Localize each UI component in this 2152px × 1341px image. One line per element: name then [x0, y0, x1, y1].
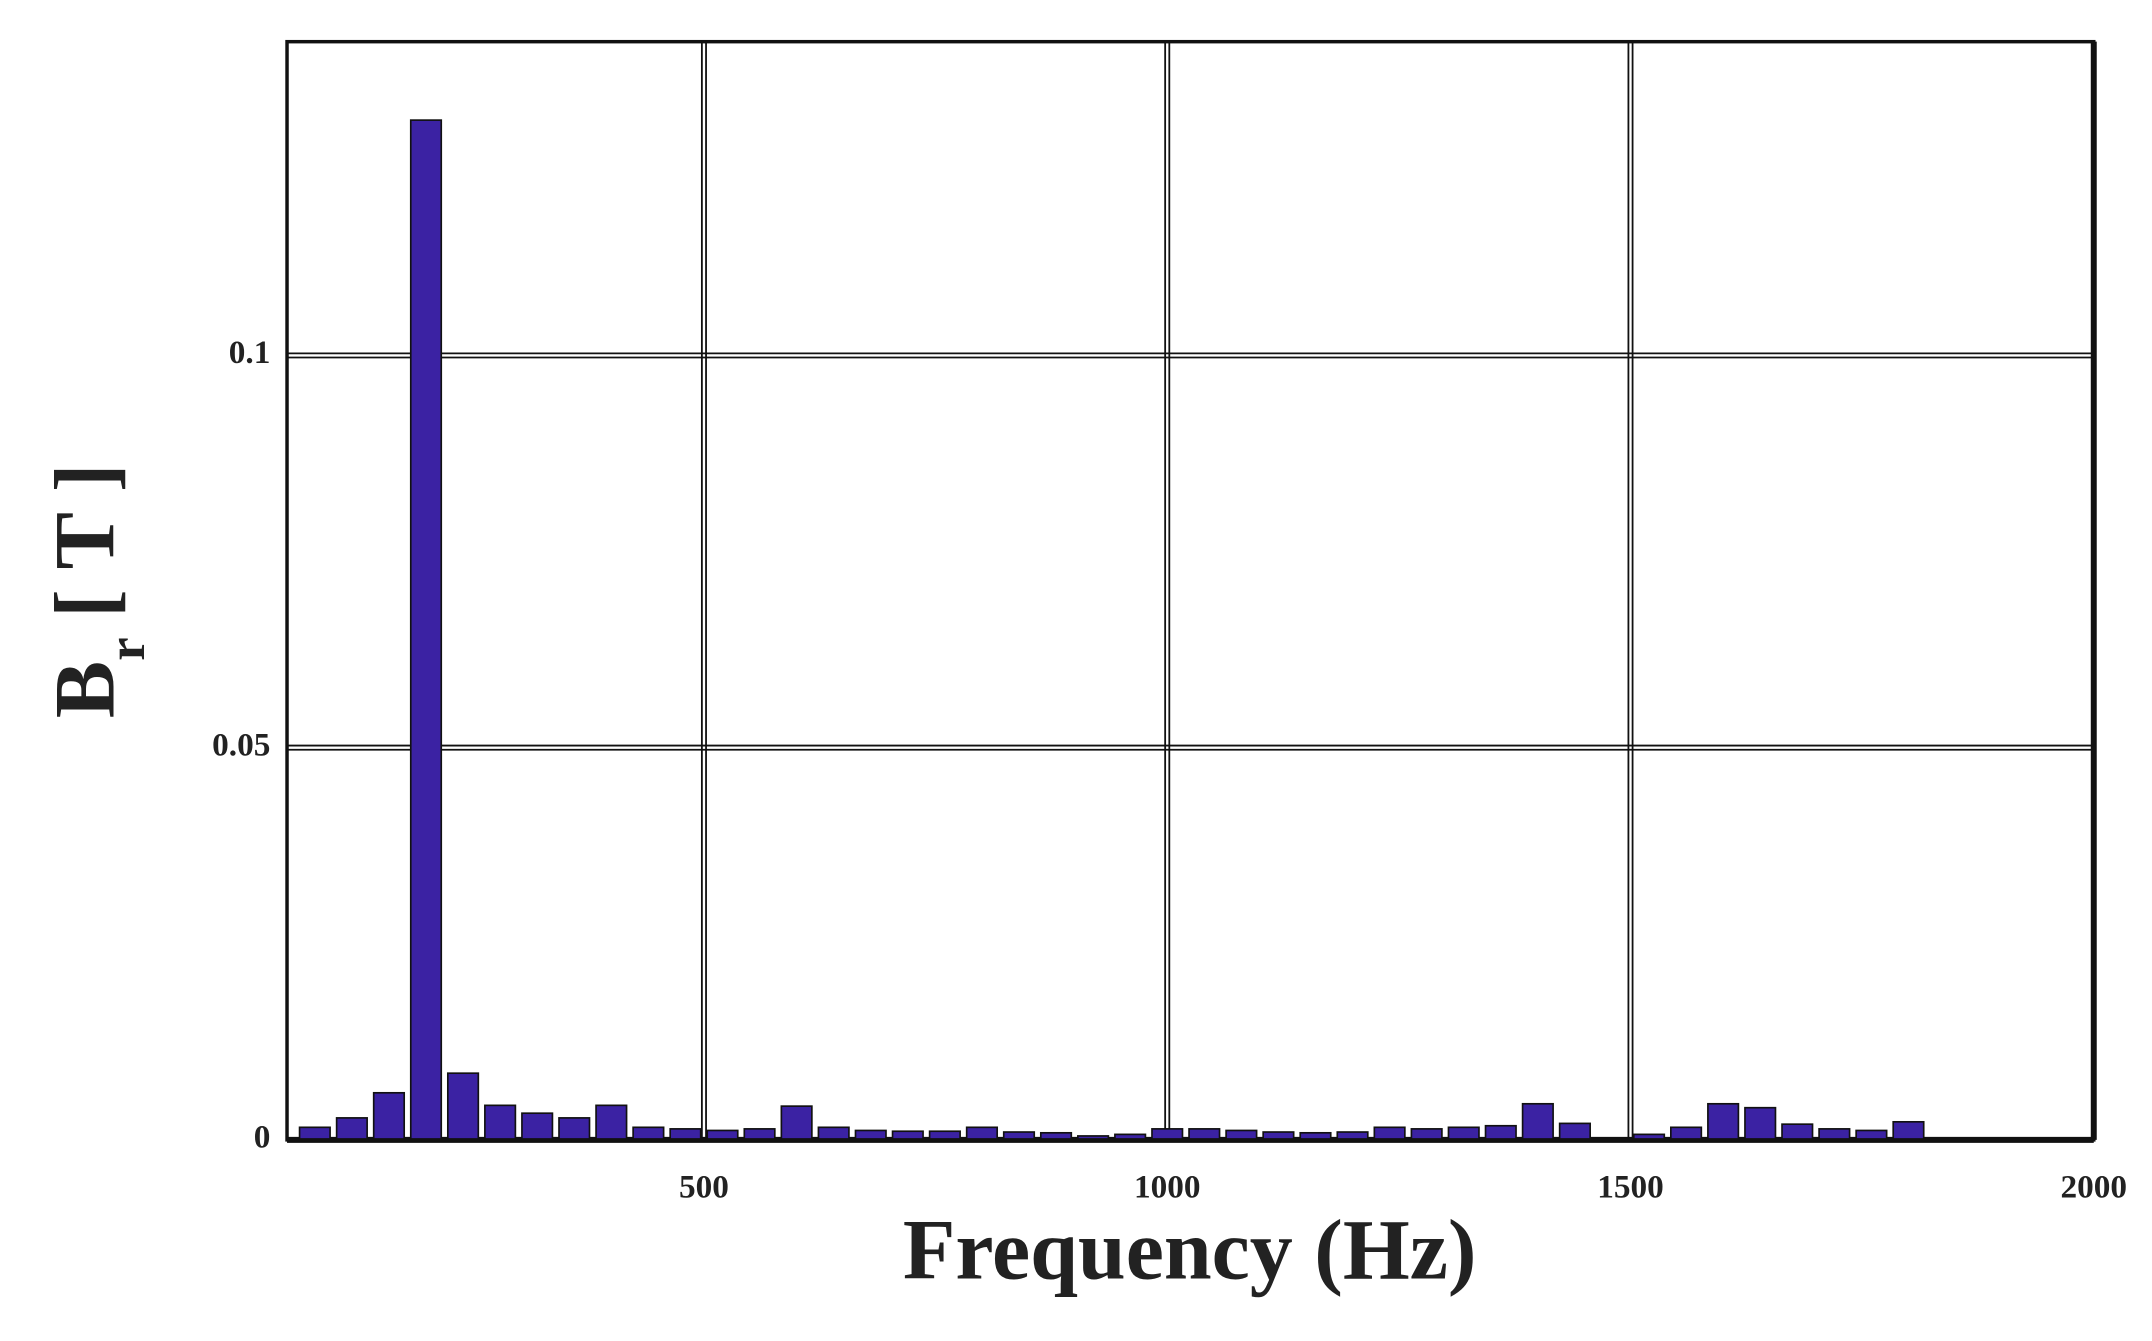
y-tick-label: 0.1: [229, 334, 271, 371]
y-label-main: B: [37, 661, 133, 718]
bar: [632, 1126, 665, 1141]
y-tick-label: 0.05: [212, 726, 270, 763]
bar: [780, 1105, 813, 1141]
bar: [1707, 1102, 1740, 1141]
bar: [335, 1117, 368, 1141]
bar: [1744, 1106, 1777, 1141]
bar: [595, 1104, 628, 1141]
x-tick-label: 2000: [2060, 1168, 2127, 1205]
x-tick-label: 1500: [1597, 1168, 1664, 1205]
bar: [298, 1126, 331, 1141]
bar: [372, 1091, 406, 1141]
bar: [817, 1126, 850, 1141]
bar: [1373, 1126, 1406, 1141]
bar: [1670, 1126, 1703, 1141]
bar: [1447, 1126, 1480, 1141]
y-label-unit: [ T ]: [37, 463, 133, 617]
y-label-subscript: r: [98, 637, 156, 660]
y-axis-label: Br [ T ]: [37, 463, 157, 718]
plot-frame: [285, 39, 2096, 1142]
bar: [558, 1117, 591, 1141]
bar: [409, 119, 443, 1141]
bar: [1781, 1123, 1814, 1141]
bar: [1558, 1122, 1591, 1141]
bar: [1892, 1120, 1925, 1141]
bar: [965, 1126, 999, 1141]
x-tick-label: 500: [679, 1168, 729, 1205]
bar: [1521, 1102, 1554, 1141]
bar: [521, 1112, 554, 1141]
bar: [1484, 1124, 1517, 1141]
y-tick-label: 0: [254, 1119, 271, 1156]
x-axis-label: Frequency (Hz): [903, 1202, 1477, 1298]
bar: [484, 1104, 517, 1141]
x-tick-label: 1000: [1134, 1168, 1201, 1205]
bar: [446, 1072, 480, 1141]
